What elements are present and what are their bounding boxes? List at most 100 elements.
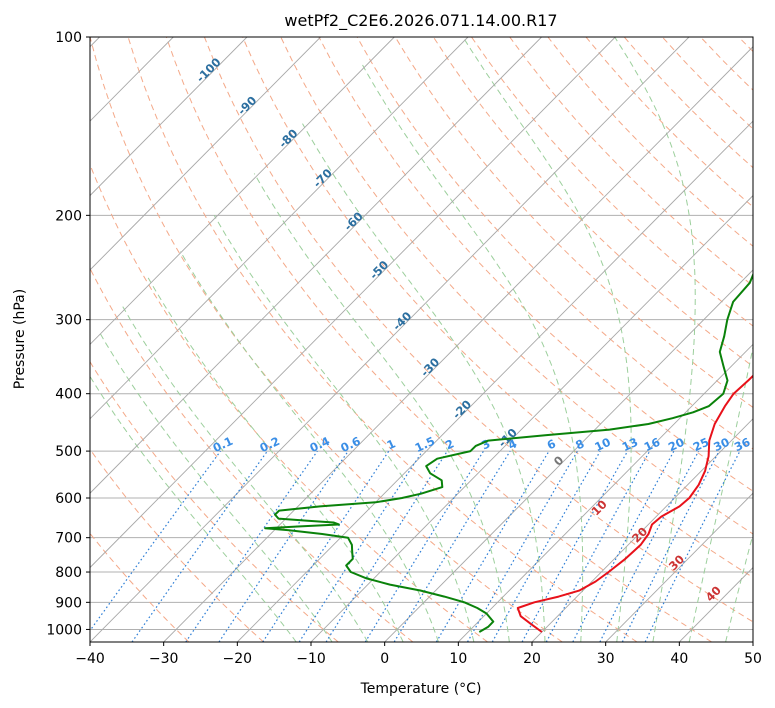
- isotherm-line: [90, 37, 174, 122]
- dry-adiabat: [90, 448, 264, 642]
- moist-adiabat: [90, 375, 297, 642]
- red-line-label: 40: [703, 583, 724, 604]
- y-tick-label: 500: [55, 444, 82, 460]
- y-axis: 100 200 300 400 500 600 700 800 900 1000: [46, 30, 90, 638]
- isotherm-label: -20: [450, 397, 475, 422]
- moist-adiabat: [213, 215, 475, 642]
- isotherm-line: [457, 343, 753, 642]
- dry-adiabat: [90, 360, 339, 642]
- dry-adiabat: [318, 37, 753, 492]
- mixing-ratio-label: 13: [620, 435, 640, 454]
- moist-adiabat: [122, 306, 369, 642]
- mixing-ratio-line: [364, 450, 485, 642]
- isotherm-line: [90, 37, 248, 197]
- mixing-ratio-label: 2: [443, 436, 456, 452]
- isotherm-line: [236, 120, 753, 642]
- isotherm-label: -50: [367, 258, 392, 283]
- isotherm-label: -40: [390, 309, 415, 334]
- y-tick-label: 600: [55, 491, 82, 507]
- isotherm-line: [384, 269, 753, 642]
- dewpoint-profile: [264, 272, 753, 633]
- isotherm-line: [605, 492, 753, 642]
- red-line-label: 30: [666, 552, 687, 573]
- mixing-ratio-line: [572, 450, 675, 642]
- y-tick-label: 400: [55, 387, 82, 403]
- dry-adiabat: [471, 37, 753, 327]
- chart-title: wetPf2_C2E6.2026.071.14.00.R17: [284, 11, 557, 31]
- y-tick-label: 100: [55, 30, 82, 46]
- dry-adiabat: [623, 37, 753, 169]
- isotherm-line: [90, 37, 100, 48]
- moist-adiabat: [253, 173, 510, 642]
- dry-adiabat: [203, 37, 753, 623]
- x-tick-label: −30: [149, 651, 179, 667]
- mixing-ratio-line: [185, 450, 318, 642]
- mixing-ratio-label: 10: [592, 435, 612, 454]
- dry-adiabat: [90, 267, 414, 642]
- mixing-ratio-line: [131, 450, 268, 642]
- isotherm-label: -80: [276, 126, 301, 151]
- y-tick-label: 700: [55, 531, 82, 547]
- dry-adiabat: [165, 37, 712, 642]
- y-tick-label: 1000: [46, 622, 82, 638]
- isotherm-line: [163, 46, 753, 642]
- x-tick-label: 20: [523, 651, 541, 667]
- mixing-ratio-line: [644, 450, 741, 642]
- mixing-ratio-label: 20: [666, 435, 686, 454]
- isotherm-line: [90, 37, 321, 271]
- isotherm-line: [531, 418, 753, 642]
- isotherm-label: -100: [193, 55, 223, 85]
- dry-adiabat: [432, 37, 753, 368]
- y-tick-label: 800: [55, 565, 82, 581]
- x-tick-label: 50: [744, 651, 762, 667]
- moist-adiabat: [302, 123, 546, 642]
- x-tick-label: 10: [449, 651, 467, 667]
- dry-adiabat: [509, 37, 753, 287]
- mixing-ratio-line: [262, 450, 390, 642]
- isotherm-line: [90, 37, 542, 494]
- moist-adiabat: [360, 61, 584, 642]
- isotherm-line: [752, 641, 753, 642]
- mixing-ratio-label: 36: [732, 435, 752, 454]
- isotherm-label: -60: [341, 209, 366, 234]
- y-tick-label: 300: [55, 313, 82, 329]
- mixing-ratio-label: 25: [691, 435, 711, 454]
- x-tick-label: −10: [296, 651, 326, 667]
- moist-adiabat: [98, 331, 333, 642]
- dry-adiabat: [547, 37, 753, 247]
- x-tick-label: −40: [75, 651, 105, 667]
- mixing-ratio-label: 0.6: [338, 434, 362, 455]
- x-axis-label: Temperature (°C): [360, 681, 482, 697]
- dry-adiabat: [738, 37, 753, 53]
- moist-adiabat: [462, 37, 632, 642]
- dry-adiabat: [90, 37, 563, 642]
- dry-adiabat: [356, 37, 753, 450]
- mixing-ratio-line: [90, 450, 221, 632]
- y-tick-label: 200: [55, 208, 82, 224]
- moist-adiabat: [725, 532, 753, 642]
- temperature-profile: [516, 374, 753, 633]
- isotherm-label: -70: [310, 166, 335, 191]
- mixing-ratio-label: 1.5: [413, 434, 437, 455]
- zero-label: 0: [551, 453, 567, 469]
- mixing-ratio-line: [521, 450, 629, 642]
- dry-adiabat: [661, 37, 753, 130]
- mixing-ratio-line: [298, 450, 424, 642]
- x-axis: −40 −30 −20 −10 0 10 20 30 40 50: [75, 642, 762, 667]
- y-axis-label: Pressure (hPa): [12, 289, 28, 389]
- x-tick-label: −20: [223, 651, 253, 667]
- mixing-ratio-label: 16: [642, 435, 662, 454]
- moist-adiabat: [147, 277, 404, 642]
- plot-area: 0.1 0.2 0.4 0.6 1 1.5 2 3 4 6 8 10 13 16 20 25 30 36-100-…: [90, 37, 753, 642]
- dry-adiabat: [280, 37, 753, 535]
- moist-adiabat: [179, 251, 439, 642]
- moist-adiabat: [614, 37, 696, 642]
- isotherm-line: [90, 37, 616, 569]
- mixing-ratio-line: [393, 450, 511, 642]
- red-line-label: 10: [589, 497, 610, 518]
- mixing-ratio-line: [325, 450, 448, 642]
- y-tick-label: 900: [55, 595, 82, 611]
- x-tick-label: 30: [597, 651, 615, 667]
- mixing-ratio-label: 0.4: [307, 434, 331, 455]
